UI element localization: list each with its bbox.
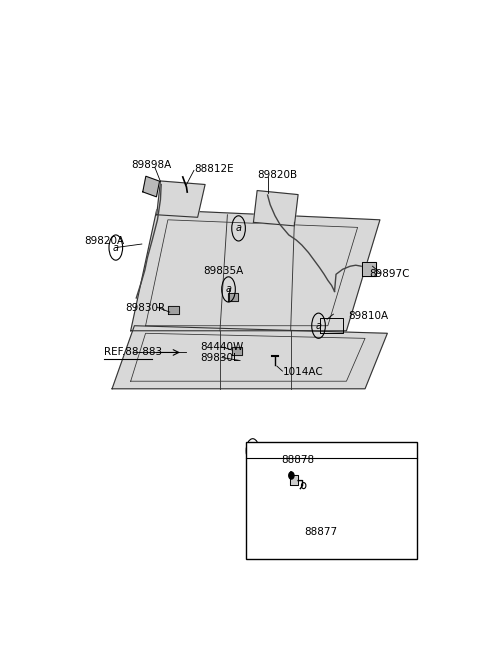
Polygon shape bbox=[143, 176, 159, 196]
Polygon shape bbox=[228, 293, 238, 301]
Polygon shape bbox=[362, 262, 376, 276]
Text: a: a bbox=[250, 446, 256, 456]
Polygon shape bbox=[253, 191, 298, 226]
Text: a: a bbox=[226, 284, 231, 294]
Text: REF.88-883: REF.88-883 bbox=[104, 347, 162, 358]
Text: 88877: 88877 bbox=[304, 527, 337, 538]
Text: 1014AC: 1014AC bbox=[283, 367, 324, 377]
Text: 89835A: 89835A bbox=[203, 267, 243, 276]
Text: 88878: 88878 bbox=[281, 455, 315, 466]
Polygon shape bbox=[131, 210, 380, 331]
Text: a: a bbox=[236, 223, 241, 233]
Polygon shape bbox=[156, 181, 205, 217]
Polygon shape bbox=[168, 305, 179, 314]
Text: 89898A: 89898A bbox=[131, 160, 171, 170]
Bar bbox=[246, 441, 417, 559]
Text: a: a bbox=[315, 321, 322, 331]
Polygon shape bbox=[112, 326, 387, 389]
Polygon shape bbox=[232, 347, 242, 355]
Text: 89820A: 89820A bbox=[84, 236, 124, 246]
Polygon shape bbox=[289, 474, 298, 485]
Text: 89830L: 89830L bbox=[201, 352, 240, 362]
Text: 89820B: 89820B bbox=[257, 170, 297, 180]
Text: 88812E: 88812E bbox=[194, 164, 234, 174]
Text: 89810A: 89810A bbox=[348, 310, 388, 321]
Text: 84440W: 84440W bbox=[201, 342, 244, 352]
Text: a: a bbox=[113, 242, 119, 253]
Text: 89897C: 89897C bbox=[369, 269, 409, 279]
Text: 89830R: 89830R bbox=[125, 303, 165, 313]
Circle shape bbox=[289, 472, 294, 479]
